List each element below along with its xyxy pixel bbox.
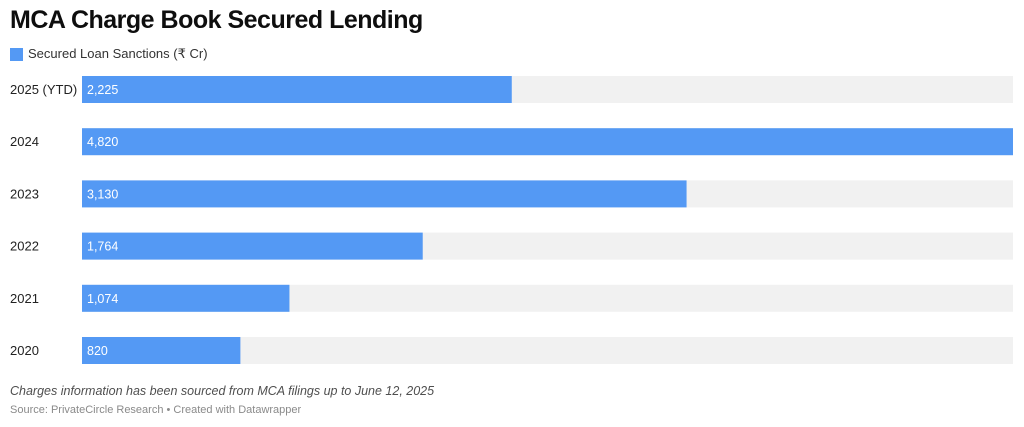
chart-source: Source: PrivateCircle Research • Created…	[10, 404, 302, 416]
legend: Secured Loan Sanctions (₹ Cr)	[10, 46, 208, 62]
category-label: 2020	[10, 343, 39, 358]
bar	[82, 76, 512, 103]
category-label: 2024	[10, 134, 39, 149]
bar-value-label: 1,074	[87, 292, 118, 306]
bar	[82, 337, 241, 364]
chart-footnote: Charges information has been sourced fro…	[10, 384, 435, 398]
bar	[82, 128, 1013, 156]
legend-swatch	[10, 47, 23, 61]
chart-title: MCA Charge Book Secured Lending	[10, 6, 423, 34]
bar	[82, 284, 290, 312]
bar-value-label: 4,820	[87, 135, 118, 149]
category-label: 2025 (YTD)	[10, 82, 77, 97]
category-label: 2021	[10, 291, 39, 306]
bar-value-label: 3,130	[87, 187, 118, 201]
bar-value-label: 820	[87, 344, 108, 358]
bar-value-label: 2,225	[87, 83, 118, 97]
legend-label: Secured Loan Sanctions (₹ Cr)	[28, 46, 208, 61]
bar	[82, 180, 687, 208]
category-label: 2022	[10, 239, 39, 254]
bar	[82, 232, 423, 260]
bar-value-label: 1,764	[87, 240, 118, 254]
category-label: 2023	[10, 186, 39, 201]
bar-chart: 2025 (YTD) 2,225 2024 4,820 2023 3,130 2022 1,7…	[10, 76, 1013, 364]
